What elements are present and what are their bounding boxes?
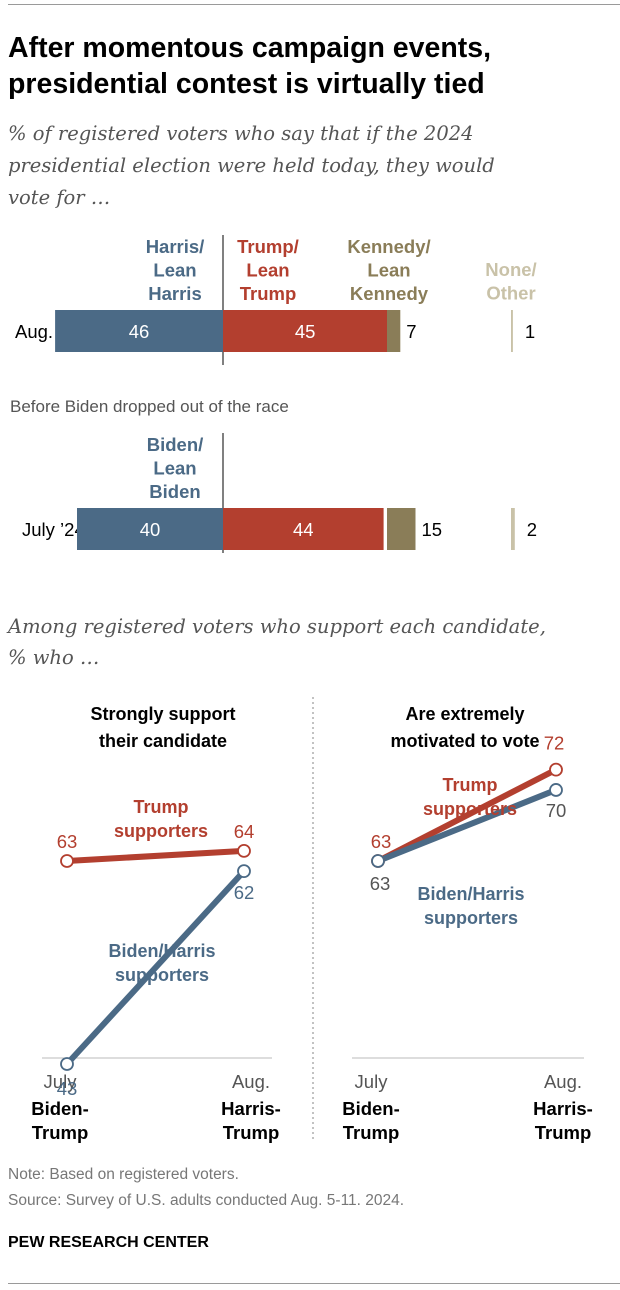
x-matchup-label: Harris- bbox=[221, 1098, 281, 1119]
x-tick-label: July bbox=[44, 1071, 78, 1092]
series-label-biden-harris: Biden/Harris bbox=[108, 941, 215, 961]
panel-title: Are extremely bbox=[405, 704, 524, 724]
data-point bbox=[60, 1057, 74, 1071]
chart-subtitle: % of registered voters who say that if t… bbox=[8, 118, 608, 214]
header-biden: Lean bbox=[153, 458, 196, 479]
value-label-trump-aug: 72 bbox=[544, 733, 565, 754]
x-matchup-label: Trump bbox=[32, 1122, 89, 1143]
x-matchup-label: Trump bbox=[223, 1122, 280, 1143]
x-matchup-label: Biden- bbox=[31, 1098, 89, 1119]
header-none-other: None/ bbox=[485, 259, 536, 280]
line-biden-harris-supporters bbox=[376, 787, 558, 864]
x-matchup-label: Harris- bbox=[533, 1098, 593, 1119]
data-point bbox=[60, 854, 74, 868]
bar-label-democrat: 40 bbox=[140, 519, 161, 540]
bottom-rule bbox=[8, 1283, 620, 1284]
bar-kennedy bbox=[387, 508, 416, 550]
data-point bbox=[549, 762, 563, 777]
line-trump-supporters bbox=[66, 847, 245, 864]
line-biden-harris-supporters bbox=[64, 869, 247, 1067]
value-label-dem-aug: 70 bbox=[546, 800, 567, 821]
data-point bbox=[549, 783, 563, 797]
header-kennedy: Kennedy bbox=[350, 283, 429, 304]
bar-label-none-other: 2 bbox=[527, 519, 537, 540]
value-label-dem-aug: 62 bbox=[234, 882, 255, 903]
series-label-trump: supporters bbox=[423, 799, 517, 819]
series-label-trump: Trump bbox=[442, 775, 497, 795]
header-biden: Biden bbox=[149, 481, 200, 502]
row-label: July ’24 bbox=[22, 519, 85, 540]
header-harris: Lean bbox=[153, 260, 196, 281]
series-label-biden-harris: Biden/Harris bbox=[417, 884, 524, 904]
series-label-trump: supporters bbox=[114, 821, 208, 841]
footnote: Note: Based on registered voters. bbox=[8, 1166, 239, 1183]
x-tick-label: Aug. bbox=[544, 1071, 582, 1092]
title-line: presidential contest is virtually tied bbox=[8, 68, 485, 100]
title-line: After momentous campaign events, bbox=[8, 32, 492, 64]
before-dropout-note: Before Biden dropped out of the race bbox=[10, 397, 289, 416]
lines-intro: % who … bbox=[8, 646, 99, 669]
header-trump: Trump bbox=[240, 283, 297, 304]
x-matchup-label: Biden- bbox=[342, 1098, 400, 1119]
bar-none-other bbox=[511, 310, 513, 352]
series-label-trump: Trump bbox=[133, 797, 188, 817]
header-kennedy: Lean bbox=[367, 260, 410, 281]
bar-trump bbox=[223, 508, 384, 550]
bar-label-trump: 44 bbox=[293, 519, 314, 540]
brand-logo-text: PEW RESEARCH CENTER bbox=[8, 1234, 209, 1251]
bar-democrat bbox=[77, 508, 223, 550]
bar-kennedy bbox=[387, 310, 401, 352]
header-trump: Lean bbox=[246, 260, 289, 281]
header-none-other: Other bbox=[486, 283, 535, 304]
x-matchup-label: Trump bbox=[535, 1122, 592, 1143]
value-label-dem-july: 63 bbox=[370, 873, 391, 894]
line-trump-supporters bbox=[376, 766, 558, 864]
bar-democrat bbox=[55, 310, 223, 352]
value-label-dem-july: 43 bbox=[57, 1078, 78, 1099]
data-point bbox=[237, 864, 251, 879]
support-motivation-line-charts: Among registered voters who support each… bbox=[6, 615, 593, 1143]
header-biden: Biden/ bbox=[147, 434, 204, 455]
vote-preference-bar-chart: Harris/LeanHarrisTrump/LeanTrumpKennedy/… bbox=[10, 235, 537, 553]
lines-intro: Among registered voters who support each… bbox=[6, 615, 546, 638]
panel-title: Strongly support bbox=[91, 704, 236, 724]
subtitle-line: presidential election were held today, t… bbox=[8, 154, 495, 177]
header-harris: Harris bbox=[148, 283, 201, 304]
subtitle-line: % of registered voters who say that if t… bbox=[8, 122, 474, 145]
subtitle-line: vote for … bbox=[8, 186, 111, 209]
chart-title: After momentous campaign events, preside… bbox=[8, 30, 608, 102]
panel-title: motivated to vote bbox=[390, 731, 539, 751]
data-point bbox=[371, 854, 385, 868]
value-label-trump-july: 63 bbox=[371, 831, 392, 852]
header-kennedy: Kennedy/ bbox=[347, 236, 430, 257]
bar-label-none-other: 1 bbox=[525, 321, 535, 342]
bar-label-kennedy: 15 bbox=[422, 519, 443, 540]
source-note: Source: Survey of U.S. adults conducted … bbox=[8, 1192, 405, 1209]
bar-label-kennedy: 7 bbox=[406, 321, 416, 342]
value-label-trump-july: 63 bbox=[57, 831, 78, 852]
series-label-biden-harris: supporters bbox=[115, 965, 209, 985]
bar-trump bbox=[223, 310, 388, 352]
top-rule bbox=[8, 4, 620, 5]
panel-title: their candidate bbox=[99, 731, 227, 751]
bar-none-other bbox=[511, 508, 515, 550]
series-label-biden-harris: supporters bbox=[424, 908, 518, 928]
header-harris: Harris/ bbox=[146, 236, 205, 257]
header-trump: Trump/ bbox=[237, 236, 299, 257]
bar-label-trump: 45 bbox=[295, 321, 316, 342]
value-label-trump-aug: 64 bbox=[234, 821, 255, 842]
bar-label-democrat: 46 bbox=[129, 321, 150, 342]
x-tick-label: Aug. bbox=[232, 1071, 270, 1092]
x-tick-label: July bbox=[355, 1071, 389, 1092]
x-matchup-label: Trump bbox=[343, 1122, 400, 1143]
data-point bbox=[237, 843, 251, 858]
